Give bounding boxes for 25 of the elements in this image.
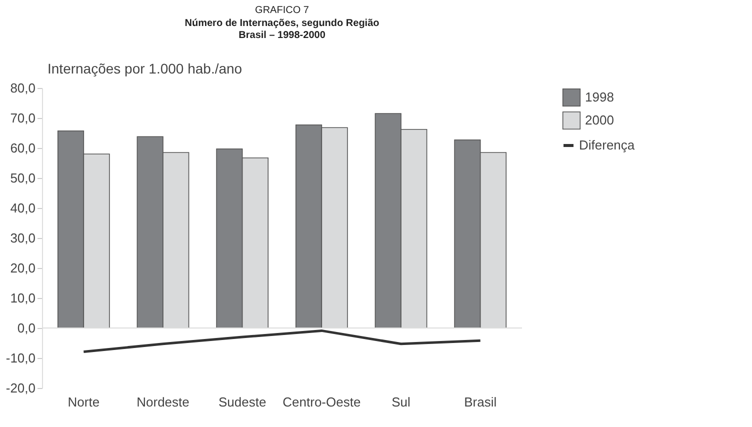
x-tick-label: Norte	[68, 394, 100, 410]
y-tick-label: 10,0	[10, 290, 36, 306]
y-tick-label: -10,0	[6, 350, 36, 366]
legend-label: Diferença	[579, 138, 636, 152]
legend-label: 2000	[585, 112, 614, 128]
y-tick-label: 50,0	[10, 170, 36, 186]
chart-title: GRAFICO 7	[255, 5, 310, 16]
x-tick-label: Centro-Oeste	[282, 394, 361, 410]
line-series	[82, 329, 482, 353]
y-tick-label: 60,0	[10, 140, 36, 156]
y-tick-label: 0,0	[17, 320, 36, 336]
y-tick-label: 20,0	[10, 260, 36, 276]
x-tick-label: Nordeste	[136, 394, 190, 410]
y-tick-label: 40,0	[10, 200, 36, 216]
x-tick-label: Sul	[392, 394, 411, 410]
y-tick-label: 70,0	[10, 110, 36, 126]
text: Brasil – 1998-2000	[238, 30, 326, 41]
y-tick-label: 80,0	[10, 80, 36, 96]
legend-label: 1998	[585, 90, 614, 104]
x-tick-label: Sudeste	[218, 394, 266, 410]
y-tick-label: -20,0	[6, 380, 36, 396]
text: Número de Internações, segundo Região	[184, 18, 380, 29]
y-axis-title: Internações por 1.000 hab./ano	[48, 60, 242, 76]
y-tick-label: 30,0	[10, 230, 36, 246]
x-tick-label: Brasil	[464, 394, 497, 410]
